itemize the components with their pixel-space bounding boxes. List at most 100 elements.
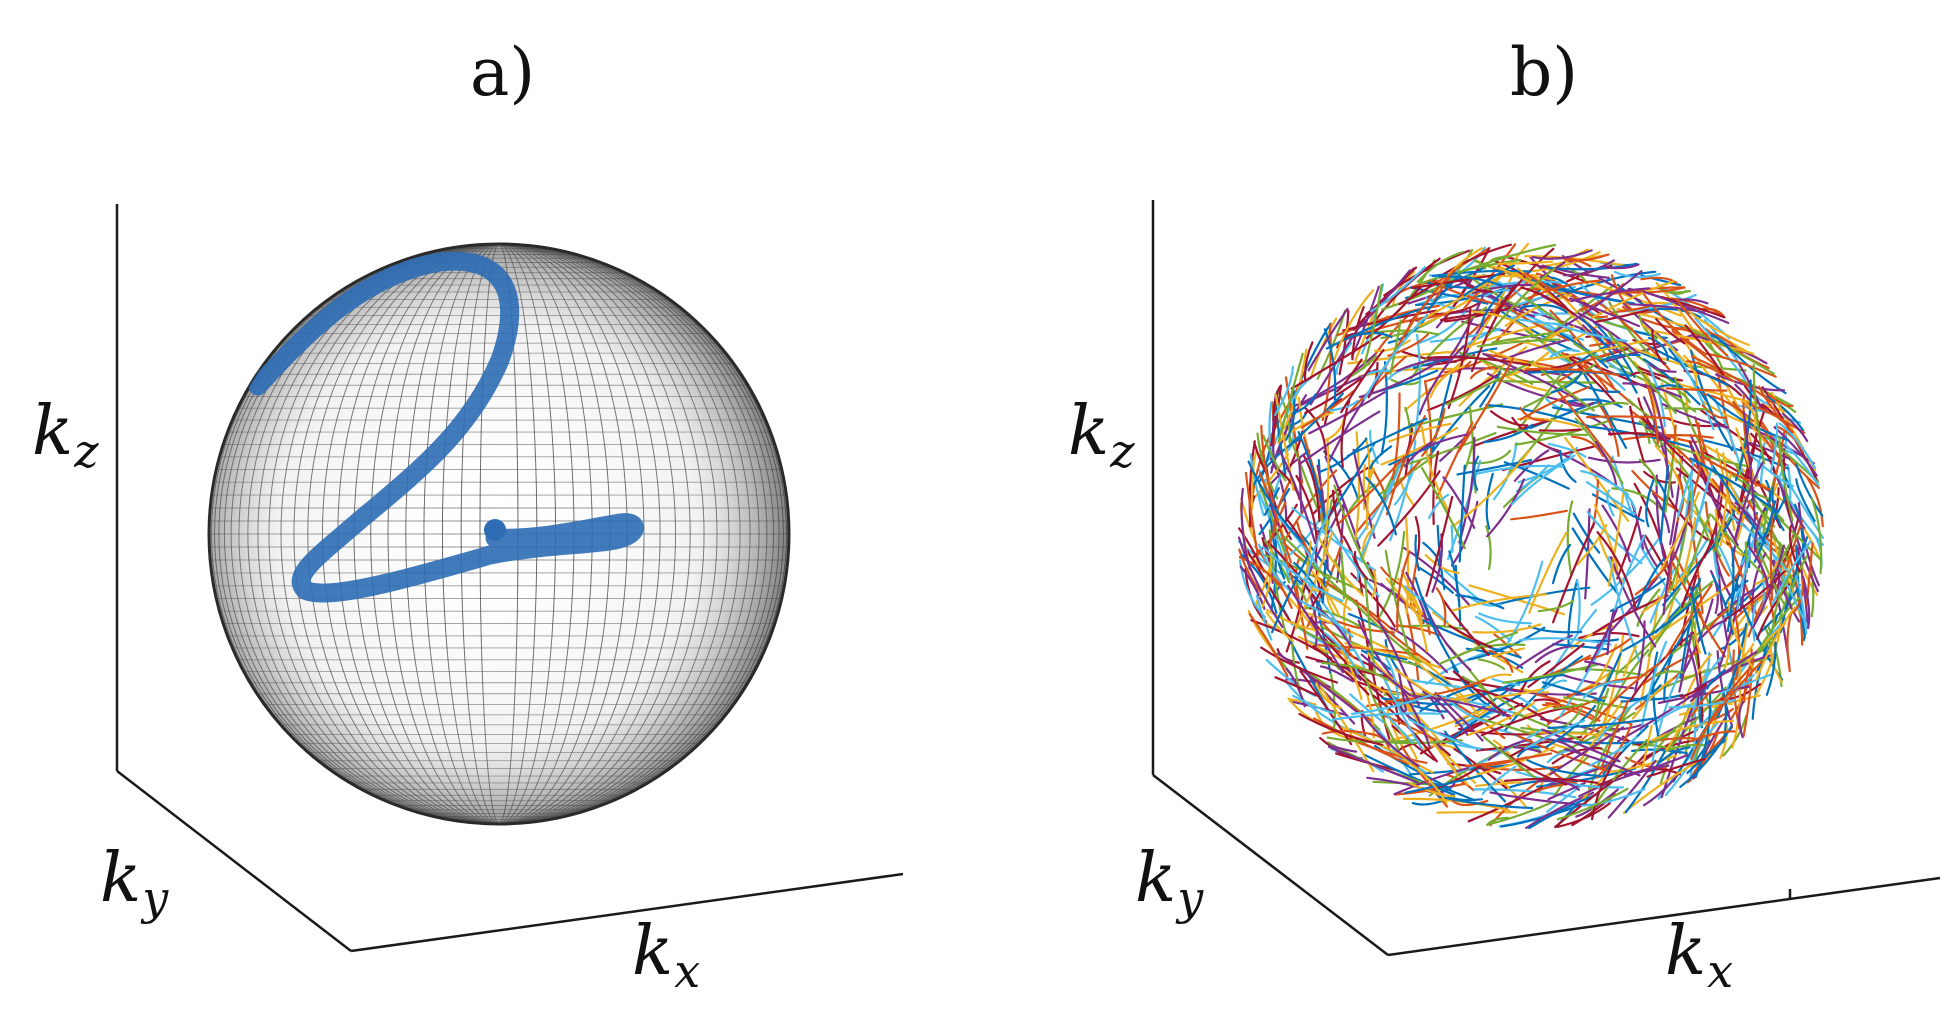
panel-b-trajectory-segment xyxy=(1568,357,1617,405)
panel-b-trajectory-segment xyxy=(1636,558,1665,609)
panel-a-kx-base: k xyxy=(632,912,674,991)
panel-b-trajectory-segment xyxy=(1431,781,1476,802)
panel-b-trajectory-segment xyxy=(1528,531,1568,614)
panel-b-trajectory-segment xyxy=(1238,527,1266,573)
panel-b-trajectory-segment xyxy=(1616,506,1643,580)
panel-b-trajectory-segment xyxy=(1494,379,1596,384)
panel-b-trajectory-segment xyxy=(1563,696,1631,710)
panel-b-trajectory-segment xyxy=(1590,318,1636,378)
panel-b-trajectory-segment xyxy=(1510,454,1576,506)
panel-b-trajectory-segment xyxy=(1704,501,1730,577)
panel-b-trajectory-segment xyxy=(1520,304,1568,314)
panel-b-trajectory-segment xyxy=(1490,265,1545,292)
panel-b-trajectory-segment xyxy=(1566,398,1623,409)
panel-b-trajectory-segment xyxy=(1525,367,1620,377)
panel-b-trajectory-segment xyxy=(1427,274,1461,311)
panel-b-trajectory-segment xyxy=(1584,660,1613,670)
panel-b-trajectory-segment xyxy=(1775,425,1805,453)
panel-b-trajectory-segment xyxy=(1665,686,1727,752)
panel-b-trajectory-segment xyxy=(1324,632,1360,675)
panel-b-trajectory-segment xyxy=(1558,673,1635,690)
panel-b-trajectory-segment xyxy=(1754,593,1804,656)
panel-b-trajectory-segment xyxy=(1284,392,1344,450)
panel-b-trajectory-segment xyxy=(1355,460,1422,534)
panel-a-axes xyxy=(115,204,904,953)
panel-b-trajectory-segment xyxy=(1727,600,1758,673)
panel-b-trajectory-segment xyxy=(1451,593,1548,612)
panel-b-trajectory-segment xyxy=(1426,373,1499,412)
panel-b-trajectory-segment xyxy=(1488,649,1514,673)
panel-b-trajectory-segment xyxy=(1265,611,1295,643)
panel-b-trajectory-segment xyxy=(1374,739,1463,745)
panel-b-trajectory-segment xyxy=(1751,600,1759,642)
panel-b-trajectory-segment xyxy=(1690,586,1699,629)
panel-b-trajectory-segment xyxy=(1396,269,1456,348)
panel-b-trajectory-segment xyxy=(1386,705,1493,742)
panel-b-trajectory-segment xyxy=(1706,669,1726,690)
panel-b-trajectory-segment xyxy=(1538,428,1582,432)
panel-b-trajectory-segment xyxy=(1237,536,1284,628)
panel-b-trajectory-segment xyxy=(1639,317,1688,330)
panel-b-trajectory-segment xyxy=(1380,426,1459,466)
panel-b-trajectory-segment xyxy=(1240,487,1251,571)
panel-b-trajectory-segment xyxy=(1515,634,1573,669)
panel-b-trajectory-segment xyxy=(1364,650,1408,661)
panel-b-trajectory-segment xyxy=(1549,762,1613,786)
panel-b-trajectory-segment xyxy=(1639,288,1707,356)
panel-b-trajectory-segment xyxy=(1491,647,1525,658)
panel-b-trajectory-segment xyxy=(1678,298,1709,305)
panel-b-trajectory-segment xyxy=(1801,575,1811,630)
panel-b-trajectory-segment xyxy=(1588,736,1638,767)
panel-b-trajectory-segment xyxy=(1244,471,1259,557)
panel-b-trajectory-segment xyxy=(1637,366,1683,382)
panel-b-trajectory-segment xyxy=(1354,431,1361,541)
panel-b-trajectory-segment xyxy=(1686,360,1735,383)
panel-b-trajectory-segment xyxy=(1493,442,1518,501)
panel-b-trajectory-segment xyxy=(1795,478,1816,522)
panel-b-trajectory-segment xyxy=(1552,522,1595,624)
panel-b-trajectory-segment xyxy=(1350,354,1377,377)
panel-b-trajectory-segment xyxy=(1647,336,1669,361)
panel-b-trajectory-segment xyxy=(1634,563,1669,596)
panel-a xyxy=(115,204,904,953)
panel-b-trajectory-segment xyxy=(1378,706,1414,744)
panel-b-trajectory-segment xyxy=(1649,567,1676,624)
panel-b-trajectory-segment xyxy=(1689,650,1758,703)
panel-b-trajectory-segment xyxy=(1641,324,1699,376)
panel-b-trajectory-segment xyxy=(1331,712,1443,721)
panel-b-trajectory-segment xyxy=(1477,658,1506,670)
panel-b-trajectory-segment xyxy=(1388,445,1431,466)
panel-b-kz-label: kz xyxy=(1068,398,1134,474)
panel-b-trajectory-segment xyxy=(1381,697,1458,706)
panel-b-trajectory-segment xyxy=(1564,748,1641,777)
panel-b-trajectory-segment xyxy=(1634,620,1646,693)
panel-b-trajectory-segment xyxy=(1353,550,1369,581)
panel-b-trajectory-segment xyxy=(1486,478,1525,538)
panel-b-trajectory-segment xyxy=(1433,764,1482,790)
panel-b-trajectory-segment xyxy=(1413,333,1421,441)
panel-b-trajectory-segment xyxy=(1405,517,1410,615)
panel-b-trajectory-segment xyxy=(1714,508,1730,543)
panel-b-trajectory-segment xyxy=(1340,551,1347,597)
panel-b-trajectory-segment xyxy=(1778,555,1808,620)
panel-b-kx-base: k xyxy=(1665,912,1707,991)
panel-b-trajectory-segment xyxy=(1810,496,1823,575)
panel-b-trajectory-segment xyxy=(1319,665,1355,683)
panel-b-trajectory-segment xyxy=(1351,599,1422,664)
panel-b-trajectory-segment xyxy=(1553,322,1628,343)
panel-b-trajectory-segment xyxy=(1595,724,1633,779)
panel-b-trajectory-segment xyxy=(1421,408,1446,457)
panel-b-x-axis xyxy=(1387,876,1941,957)
panel-b-trajectory-segment xyxy=(1641,651,1699,686)
panel-b-trajectory-segment xyxy=(1255,594,1273,641)
panel-b-trajectory-segment xyxy=(1497,300,1571,342)
panel-b-trajectory-segment xyxy=(1408,782,1456,798)
panel-b-trajectory-segment xyxy=(1333,484,1375,582)
panel-b-trajectory-segment xyxy=(1572,512,1601,554)
panel-b-trajectory-segment xyxy=(1404,650,1473,707)
panel-b-trajectory-segment xyxy=(1385,577,1422,619)
panel-b-trajectory-segment xyxy=(1753,507,1767,553)
panel-b-trajectory-segment xyxy=(1620,684,1662,703)
panel-b-trajectory-segment xyxy=(1772,575,1790,627)
panel-b-trajectory-segment xyxy=(1706,352,1777,378)
